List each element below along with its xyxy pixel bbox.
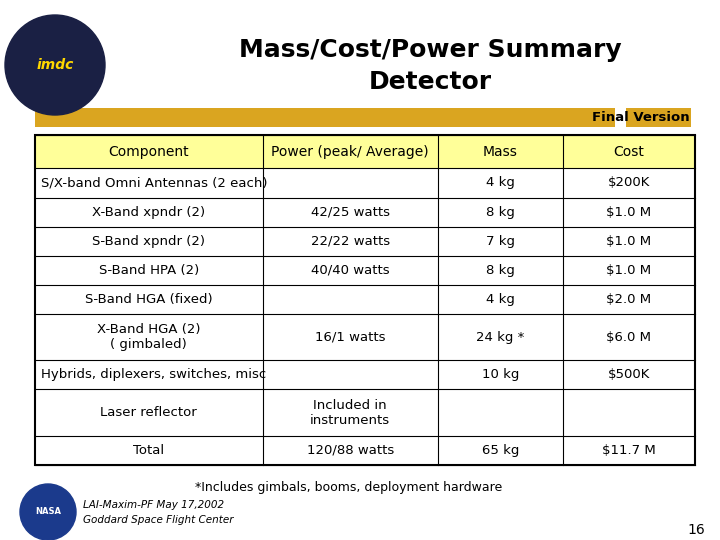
Text: $11.7 M: $11.7 M bbox=[602, 444, 656, 457]
Text: 120/88 watts: 120/88 watts bbox=[307, 444, 394, 457]
Text: Detector: Detector bbox=[369, 70, 492, 94]
Text: 4 kg: 4 kg bbox=[486, 293, 515, 306]
Text: $1.0 M: $1.0 M bbox=[606, 206, 652, 219]
Text: Mass: Mass bbox=[483, 145, 518, 159]
Text: Cost: Cost bbox=[613, 145, 644, 159]
Text: S-Band HGA (fixed): S-Band HGA (fixed) bbox=[85, 293, 212, 306]
Text: 8 kg: 8 kg bbox=[486, 264, 515, 276]
Bar bbox=[35, 168, 695, 198]
Text: S-Band xpndr (2): S-Band xpndr (2) bbox=[92, 234, 205, 248]
Text: 24 kg *: 24 kg * bbox=[476, 330, 524, 343]
Text: 40/40 watts: 40/40 watts bbox=[311, 264, 390, 276]
Text: 7 kg: 7 kg bbox=[486, 234, 515, 248]
Text: Final Version: Final Version bbox=[593, 111, 690, 124]
Text: S/X-band Omni Antennas (2 each): S/X-band Omni Antennas (2 each) bbox=[41, 177, 268, 190]
Text: X-Band HGA (2)
( gimbaled): X-Band HGA (2) ( gimbaled) bbox=[97, 323, 201, 351]
Text: 16/1 watts: 16/1 watts bbox=[315, 330, 385, 343]
Text: S-Band HPA (2): S-Band HPA (2) bbox=[99, 264, 199, 276]
Text: 4 kg: 4 kg bbox=[486, 177, 515, 190]
Text: 16: 16 bbox=[688, 523, 705, 537]
Text: 8 kg: 8 kg bbox=[486, 206, 515, 219]
Bar bbox=[35, 389, 695, 436]
Text: Goddard Space Flight Center: Goddard Space Flight Center bbox=[83, 515, 233, 525]
Text: $2.0 M: $2.0 M bbox=[606, 293, 652, 306]
Bar bbox=[35, 135, 695, 168]
Bar bbox=[35, 285, 695, 314]
Text: 42/25 watts: 42/25 watts bbox=[310, 206, 390, 219]
Bar bbox=[35, 135, 695, 465]
Text: Mass/Cost/Power Summary: Mass/Cost/Power Summary bbox=[239, 38, 621, 62]
Bar bbox=[35, 108, 615, 127]
Text: Power (peak/ Average): Power (peak/ Average) bbox=[271, 145, 429, 159]
Text: 22/22 watts: 22/22 watts bbox=[310, 234, 390, 248]
Bar bbox=[35, 436, 695, 465]
Bar bbox=[35, 198, 695, 227]
Text: X-Band xpndr (2): X-Band xpndr (2) bbox=[92, 206, 205, 219]
Bar bbox=[35, 314, 695, 360]
Bar bbox=[626, 108, 691, 127]
Text: NASA: NASA bbox=[35, 508, 61, 516]
Text: $500K: $500K bbox=[608, 368, 650, 381]
Text: Laser reflector: Laser reflector bbox=[101, 406, 197, 419]
Text: 65 kg: 65 kg bbox=[482, 444, 519, 457]
Circle shape bbox=[5, 15, 105, 115]
Text: imdc: imdc bbox=[36, 58, 73, 72]
Text: $1.0 M: $1.0 M bbox=[606, 234, 652, 248]
Text: Total: Total bbox=[133, 444, 164, 457]
Circle shape bbox=[20, 484, 76, 540]
Text: Included in
instruments: Included in instruments bbox=[310, 399, 390, 427]
Bar bbox=[35, 360, 695, 389]
Text: $200K: $200K bbox=[608, 177, 650, 190]
Bar bbox=[35, 255, 695, 285]
Text: Component: Component bbox=[109, 145, 189, 159]
Text: $6.0 M: $6.0 M bbox=[606, 330, 652, 343]
Text: *Includes gimbals, booms, deployment hardware: *Includes gimbals, booms, deployment har… bbox=[195, 482, 503, 495]
Bar bbox=[35, 227, 695, 255]
Text: 10 kg: 10 kg bbox=[482, 368, 519, 381]
Text: LAI-Maxim-PF May 17,2002: LAI-Maxim-PF May 17,2002 bbox=[83, 500, 224, 510]
Text: Hybrids, diplexers, switches, misc: Hybrids, diplexers, switches, misc bbox=[41, 368, 266, 381]
Text: $1.0 M: $1.0 M bbox=[606, 264, 652, 276]
